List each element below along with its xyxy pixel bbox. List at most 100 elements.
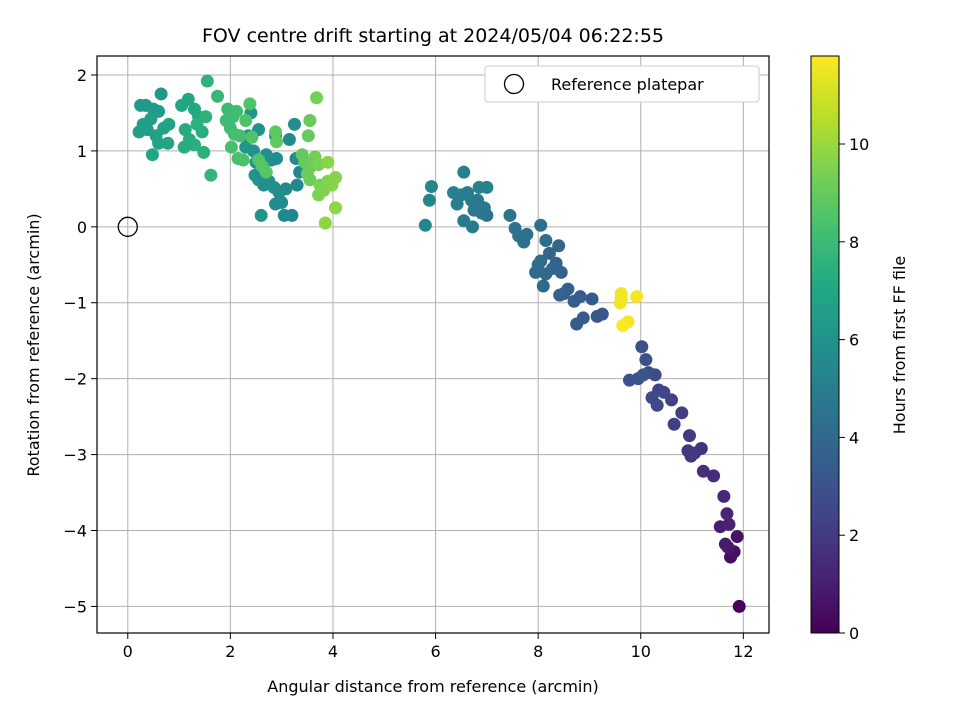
data-point: [696, 464, 710, 478]
y-tick-label: 2: [77, 66, 87, 85]
data-point: [630, 290, 644, 304]
data-point: [450, 197, 464, 211]
data-point: [152, 136, 166, 150]
data-point: [282, 133, 296, 147]
data-point: [269, 197, 283, 211]
data-point: [536, 279, 550, 293]
y-tick-label: −2: [63, 370, 87, 389]
data-point: [318, 216, 332, 230]
x-axis-ticks: 0 2 4 6 8 10 12: [123, 633, 754, 661]
data-point: [243, 97, 257, 111]
data-point: [134, 98, 148, 112]
chart-title: FOV centre drift starting at 2024/05/04 …: [202, 25, 664, 47]
x-tick-label: 0: [123, 642, 133, 661]
legend: Reference platepar: [484, 65, 760, 103]
data-point: [447, 186, 461, 200]
plot-frame: [96, 55, 770, 634]
data-point: [717, 489, 731, 503]
legend-marker: [503, 73, 525, 95]
y-axis-ticks: 2 1 0 −1 −2 −3 −4 −5: [63, 66, 97, 616]
data-point: [616, 319, 630, 333]
data-point: [503, 208, 517, 222]
y-tick-label: 1: [77, 142, 87, 161]
data-point: [467, 203, 481, 217]
scatter-points: [132, 74, 746, 613]
data-point: [190, 117, 204, 131]
reference-platepar-marker: [117, 216, 138, 237]
data-point: [303, 114, 317, 128]
data-point: [567, 294, 581, 308]
data-point: [636, 368, 650, 382]
data-point: [310, 91, 324, 105]
data-point: [682, 429, 696, 443]
x-tick-label: 10: [631, 642, 651, 661]
data-point: [239, 114, 253, 128]
data-point: [531, 258, 545, 272]
data-point: [154, 87, 168, 101]
colorbar-tick-label: 10: [849, 135, 869, 154]
data-point: [224, 140, 238, 154]
data-point: [145, 148, 159, 162]
data-point: [197, 145, 211, 159]
data-point: [570, 317, 584, 331]
data-point: [667, 417, 681, 431]
data-point: [730, 530, 744, 544]
data-point: [508, 221, 522, 235]
y-tick-label: −1: [63, 294, 87, 313]
data-point: [639, 353, 653, 367]
legend-label: Reference platepar: [551, 75, 704, 94]
data-point: [553, 288, 567, 302]
colorbar-tick-label: 0: [849, 624, 859, 643]
data-point: [422, 193, 436, 207]
data-point: [590, 309, 604, 323]
data-point: [236, 153, 250, 167]
data-point: [418, 218, 432, 232]
data-point: [248, 168, 262, 182]
data-point: [542, 246, 556, 260]
data-point: [162, 117, 176, 131]
data-point: [211, 89, 225, 103]
data-point: [585, 292, 599, 306]
data-point: [539, 233, 553, 247]
data-point: [718, 537, 732, 551]
data-point: [684, 449, 698, 463]
y-tick-label: 0: [77, 218, 87, 237]
data-point: [254, 208, 268, 222]
data-point: [290, 178, 304, 192]
data-point: [720, 507, 734, 521]
colorbar-label: Hours from first FF file: [890, 256, 909, 435]
data-point: [239, 140, 253, 154]
data-point: [199, 110, 213, 124]
data-point: [424, 180, 438, 194]
data-point: [534, 218, 548, 232]
data-point: [270, 135, 284, 149]
data-point: [457, 165, 471, 179]
legend-box: [484, 65, 760, 103]
data-point: [269, 125, 283, 139]
y-tick-label: −4: [63, 522, 87, 541]
colorbar-tick-label: 6: [849, 331, 859, 350]
colorbar-gradient: [810, 55, 840, 634]
data-point: [259, 165, 273, 179]
data-point: [181, 92, 195, 106]
data-point: [178, 123, 192, 137]
data-point: [187, 138, 201, 152]
data-point: [552, 239, 566, 253]
data-point: [622, 373, 636, 387]
data-point: [321, 155, 335, 169]
data-point: [329, 170, 343, 184]
data-point: [303, 173, 317, 187]
data-point: [287, 117, 301, 131]
data-point: [635, 340, 649, 354]
x-tick-label: 2: [225, 642, 235, 661]
x-tick-label: 8: [533, 642, 543, 661]
colorbar: 0 2 4 6 8 10 Hours from first FF file: [810, 55, 909, 643]
data-point: [227, 127, 241, 141]
data-point: [177, 140, 191, 154]
data-point: [200, 74, 214, 88]
y-tick-label: −3: [63, 446, 87, 465]
data-point: [329, 201, 343, 215]
y-tick-label: −5: [63, 597, 87, 616]
data-point: [230, 104, 244, 118]
